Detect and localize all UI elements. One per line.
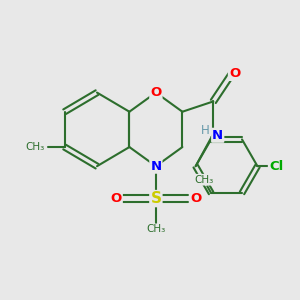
Text: N: N bbox=[212, 129, 223, 142]
Text: O: O bbox=[229, 67, 240, 80]
Text: CH₃: CH₃ bbox=[194, 175, 213, 185]
Text: O: O bbox=[190, 192, 201, 205]
Text: O: O bbox=[150, 86, 161, 99]
Text: Cl: Cl bbox=[269, 160, 283, 173]
Text: O: O bbox=[110, 192, 122, 205]
Text: H: H bbox=[201, 124, 209, 137]
Text: N: N bbox=[150, 160, 161, 173]
Text: CH₃: CH₃ bbox=[26, 142, 45, 152]
Text: S: S bbox=[150, 191, 161, 206]
Text: CH₃: CH₃ bbox=[146, 224, 166, 235]
